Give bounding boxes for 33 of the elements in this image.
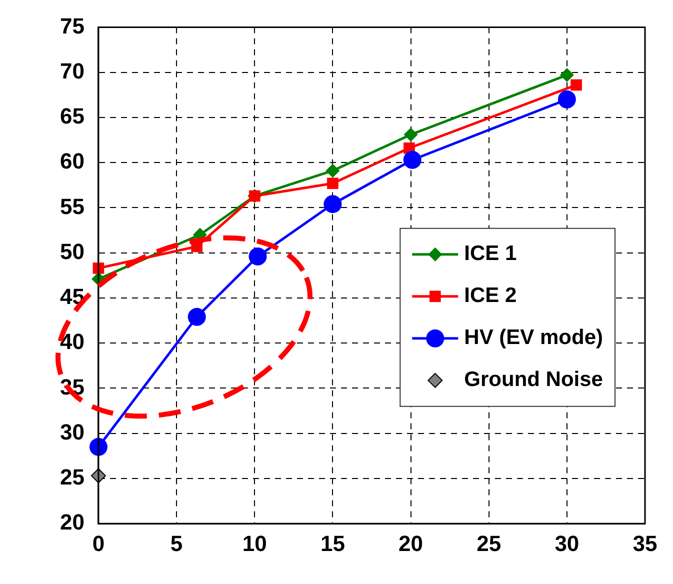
y-tick-label: 20 [60,510,84,535]
x-tick-label: 0 [92,530,105,556]
point [404,128,418,142]
y-tick-label: 60 [60,148,84,174]
x-tick-label: 5 [170,530,183,556]
x-tick-label: 35 [632,530,658,556]
y-tick-label: 65 [60,104,84,129]
point [324,195,342,214]
y-tick-label: 25 [60,464,84,490]
x-tick-label: 15 [320,530,345,556]
y-tick-label: 30 [60,419,84,444]
y-tick-label: 50 [60,238,84,264]
point [327,178,338,189]
point [89,438,108,456]
legend-label: HV (EV mode) [464,326,604,350]
legend-label: ICE 2 [464,284,517,308]
x-tick-label: 10 [242,530,267,556]
y-tick-label: 70 [60,58,84,84]
x-tick-label: 25 [476,530,502,556]
point [560,68,574,82]
point [558,90,576,108]
legend-label: ICE 1 [464,242,517,266]
y-tick-label: 40 [60,329,84,354]
legend-label: Ground Noise [464,368,603,392]
x-tick-label: 20 [398,530,424,556]
point [403,150,422,169]
point [326,164,340,178]
x-tick-label: 30 [554,530,580,556]
point [188,308,206,326]
y-tick-label: 55 [60,194,84,219]
y-tick-label: 75 [60,13,84,38]
point [570,79,582,91]
point [248,247,267,266]
